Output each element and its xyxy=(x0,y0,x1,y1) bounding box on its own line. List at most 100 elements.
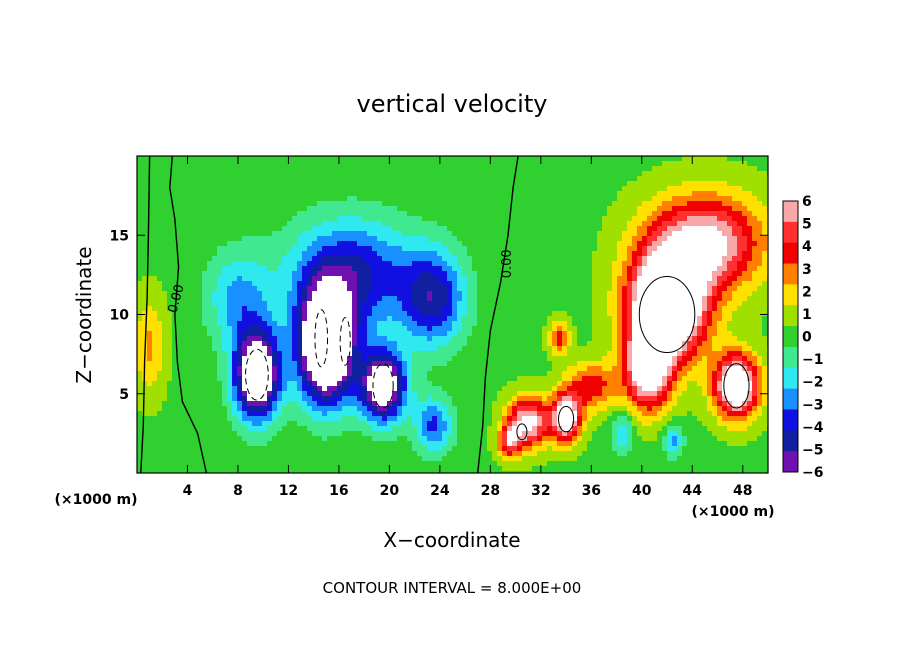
field-cell xyxy=(502,201,508,207)
field-cell xyxy=(367,201,373,207)
field-cell xyxy=(567,176,573,182)
field-cell xyxy=(257,251,263,257)
field-cell xyxy=(257,286,263,292)
field-cell xyxy=(537,201,543,207)
field-cell xyxy=(157,196,163,202)
field-cell xyxy=(632,346,638,352)
field-cell xyxy=(197,231,203,237)
field-cell xyxy=(757,236,763,242)
field-cell xyxy=(367,306,373,312)
field-cell xyxy=(312,241,318,247)
field-cell xyxy=(267,216,273,222)
field-cell xyxy=(617,241,623,247)
field-cell xyxy=(507,306,513,312)
field-cell xyxy=(532,336,538,342)
field-cell xyxy=(182,246,188,252)
field-cell xyxy=(292,201,298,207)
field-cell xyxy=(137,171,143,177)
field-cell xyxy=(707,231,713,237)
field-cell xyxy=(332,161,338,167)
field-cell xyxy=(257,316,263,322)
field-cell xyxy=(537,176,543,182)
field-cell xyxy=(572,281,578,287)
field-cell xyxy=(192,156,198,162)
field-cell xyxy=(677,206,683,212)
field-cell xyxy=(372,276,378,282)
field-cell xyxy=(622,226,628,232)
field-cell xyxy=(662,226,668,232)
field-cell xyxy=(432,281,438,287)
field-cell xyxy=(507,166,513,172)
field-cell xyxy=(592,326,598,332)
field-cell xyxy=(337,236,343,242)
field-cell xyxy=(172,231,178,237)
field-cell xyxy=(747,316,753,322)
field-cell xyxy=(232,156,238,162)
field-cell xyxy=(332,241,338,247)
field-cell xyxy=(562,266,568,272)
field-cell xyxy=(222,326,228,332)
field-cell xyxy=(247,216,253,222)
field-cell xyxy=(232,251,238,257)
field-cell xyxy=(232,321,238,327)
field-cell xyxy=(732,161,738,167)
field-cell xyxy=(197,186,203,192)
field-cell xyxy=(537,306,543,312)
field-cell xyxy=(737,221,743,227)
field-cell xyxy=(657,266,663,272)
field-cell xyxy=(627,226,633,232)
field-cell xyxy=(552,261,558,267)
field-cell xyxy=(192,316,198,322)
field-cell xyxy=(422,171,428,177)
field-cell xyxy=(592,241,598,247)
field-cell xyxy=(742,321,748,327)
field-cell xyxy=(737,246,743,252)
field-cell xyxy=(352,331,358,337)
field-cell xyxy=(262,166,268,172)
field-cell xyxy=(707,226,713,232)
field-cell xyxy=(597,206,603,212)
field-cell xyxy=(672,276,678,282)
field-cell xyxy=(762,346,768,352)
field-cell xyxy=(672,211,678,217)
field-cell xyxy=(712,206,718,212)
field-cell xyxy=(622,276,628,282)
field-cell xyxy=(482,206,488,212)
field-cell xyxy=(337,241,343,247)
field-cell xyxy=(207,281,213,287)
field-cell xyxy=(287,231,293,237)
field-cell xyxy=(467,211,473,217)
field-cell xyxy=(402,341,408,347)
field-cell xyxy=(217,321,223,327)
field-cell xyxy=(672,306,678,312)
field-cell xyxy=(417,331,423,337)
field-cell xyxy=(337,351,343,357)
field-cell xyxy=(502,321,508,327)
field-cell xyxy=(267,261,273,267)
field-cell xyxy=(247,266,253,272)
field-cell xyxy=(422,196,428,202)
field-cell xyxy=(617,286,623,292)
field-cell xyxy=(687,171,693,177)
field-cell xyxy=(547,221,553,227)
field-cell xyxy=(527,296,533,302)
field-cell xyxy=(242,236,248,242)
field-cell xyxy=(417,181,423,187)
field-cell xyxy=(572,236,578,242)
field-cell xyxy=(582,306,588,312)
field-cell xyxy=(362,236,368,242)
field-cell xyxy=(587,276,593,282)
field-cell xyxy=(577,301,583,307)
field-cell xyxy=(682,216,688,222)
field-cell xyxy=(277,206,283,212)
field-cell xyxy=(522,286,528,292)
field-cell xyxy=(487,246,493,252)
field-cell xyxy=(287,326,293,332)
field-cell xyxy=(192,321,198,327)
field-cell xyxy=(687,221,693,227)
field-cell xyxy=(672,251,678,257)
field-cell xyxy=(337,166,343,172)
field-cell xyxy=(577,166,583,172)
field-cell xyxy=(307,186,313,192)
field-cell xyxy=(552,331,558,337)
